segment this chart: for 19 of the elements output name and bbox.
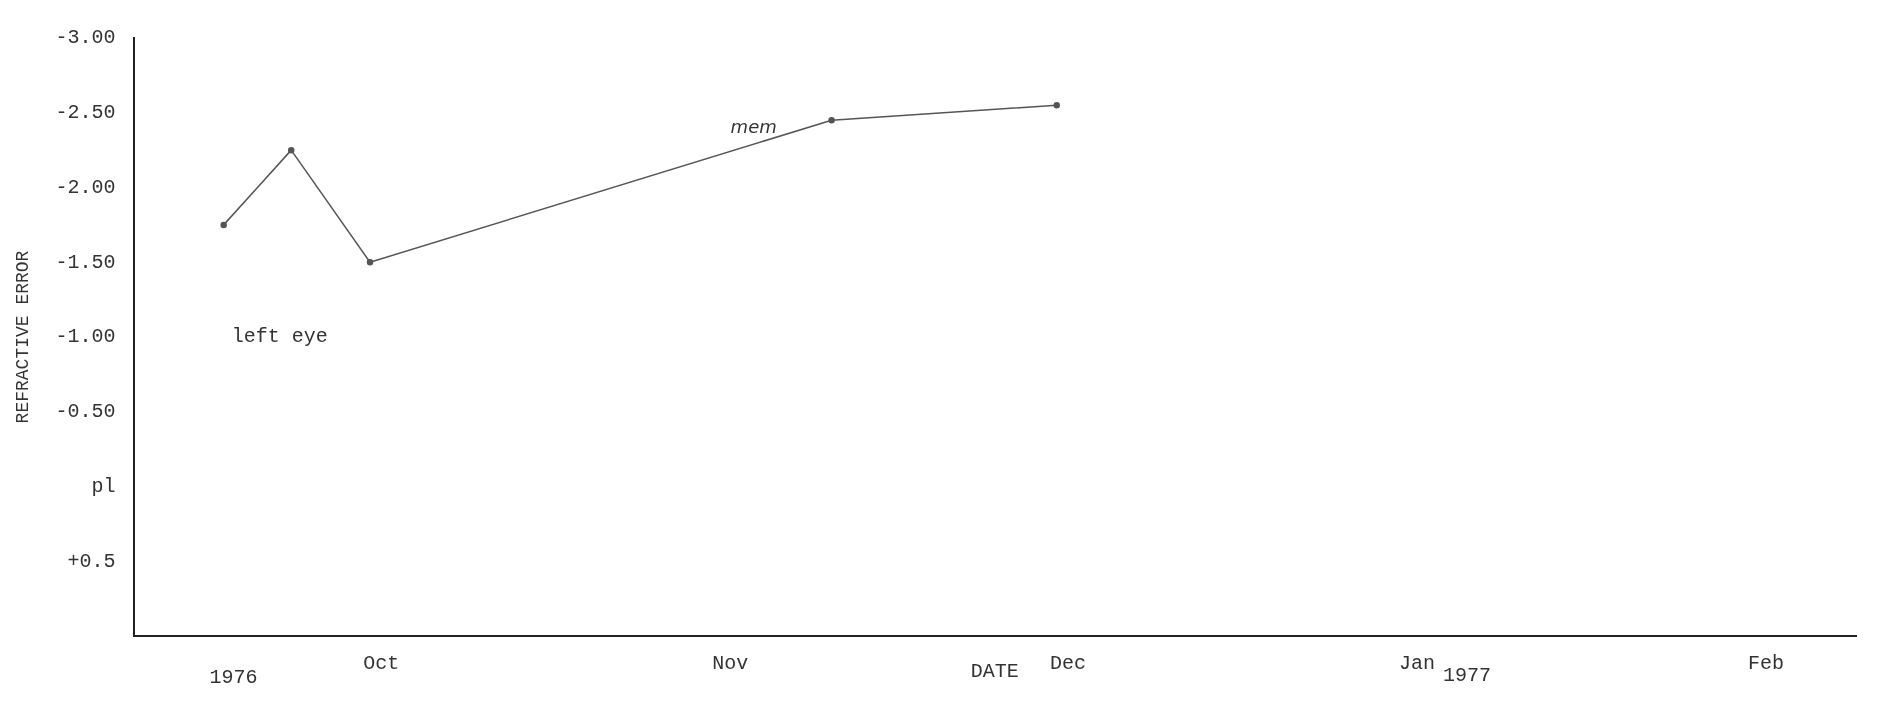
annotation: mem [730, 115, 777, 137]
x-axis-title: DATE [970, 660, 1019, 684]
y-tick-label: -1.00 [55, 325, 116, 349]
y-tick-label: -1.50 [55, 250, 116, 274]
y-tick-label: -0.50 [55, 400, 116, 424]
y-axis-title: REFRACTIVE ERROR [12, 250, 33, 424]
text: left eye [231, 325, 328, 349]
y-tick-label: +0.5 [67, 549, 116, 573]
x-tick-label: Feb [1747, 652, 1784, 676]
text: 1976 [209, 666, 258, 690]
y-tick-label: -2.00 [55, 175, 116, 199]
text: 1977 [1442, 664, 1491, 688]
x-tick-label: Nov [712, 652, 749, 676]
y-tick-label: -3.00 [55, 26, 116, 50]
y-tick-label: -2.50 [55, 101, 116, 125]
x-tick-label: Oct [363, 652, 400, 676]
y-tick-label: pl [91, 474, 116, 498]
x-tick-label: Jan [1398, 652, 1435, 676]
x-tick-label: Dec [1049, 652, 1086, 676]
